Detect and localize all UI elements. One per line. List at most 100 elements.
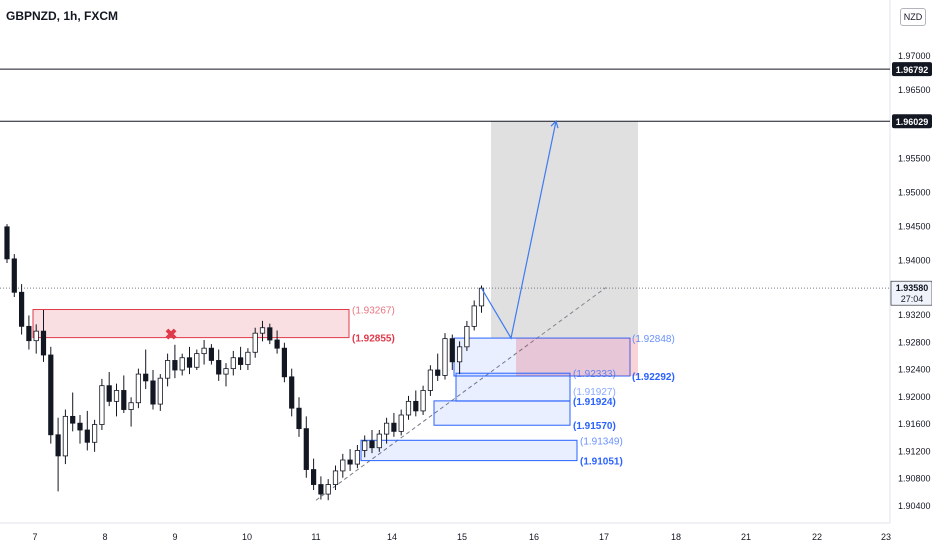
candle-body <box>420 390 426 412</box>
candle-body <box>332 470 339 485</box>
price-tick-label: 1.90400 <box>898 501 931 511</box>
invalidated-x-marker: ✖ <box>165 327 178 344</box>
candle-body <box>252 332 258 353</box>
blue-zone-2-overlap-label: (1.91927) <box>573 387 616 398</box>
blue-zone-2-lower-label: (1.91924) <box>573 397 616 408</box>
time-tick-label: 10 <box>242 532 252 542</box>
candle-body <box>398 414 404 432</box>
price-tick-label: 1.90800 <box>898 474 931 484</box>
candle-body <box>201 347 207 355</box>
time-tick-label: 17 <box>599 532 609 542</box>
candle-body <box>354 450 361 465</box>
currency-badge[interactable]: NZD <box>900 8 926 26</box>
candle-body <box>33 330 39 342</box>
candle-body <box>186 357 193 368</box>
candle-body <box>376 433 382 449</box>
candle-body <box>92 424 98 443</box>
candle-body <box>157 377 163 405</box>
candle-body <box>62 415 69 457</box>
time-tick-label: 14 <box>387 532 397 542</box>
candle-body <box>391 422 397 432</box>
candle-body <box>237 357 244 365</box>
candle-body <box>143 373 149 382</box>
candle-body <box>296 407 302 430</box>
time-tick-label: 9 <box>172 532 177 542</box>
time-tick-label: 23 <box>881 532 891 542</box>
time-tick-label: 8 <box>102 532 107 542</box>
candle-body <box>208 347 214 361</box>
candle-body <box>150 380 156 405</box>
price-tick-label: 1.95500 <box>898 153 931 163</box>
candles-group <box>4 224 485 501</box>
price-tick-label: 1.91600 <box>898 419 931 429</box>
price-tick-label: 1.94000 <box>898 256 931 266</box>
candle-body <box>77 422 83 431</box>
candle-body <box>48 354 54 436</box>
price-tick-label: 1.95000 <box>898 187 931 197</box>
price-tick-label: 1.92000 <box>898 392 931 402</box>
candle-body <box>405 400 412 416</box>
red-zone-lower-label: (1.92855) <box>352 334 395 345</box>
blue-zone-4 <box>360 439 578 462</box>
candle-body <box>194 353 200 368</box>
candle-body <box>179 357 185 371</box>
current-price-countdown: 27:04 <box>901 294 924 304</box>
candle-body <box>40 330 47 356</box>
blue-zone-2-upper-label: (1.92333) <box>573 369 616 380</box>
candle-body <box>70 415 76 424</box>
horizontal-line-2-label: 1.96029 <box>896 117 929 127</box>
candle-body <box>223 368 229 375</box>
time-tick-label: 15 <box>457 532 467 542</box>
candle-body <box>26 325 32 342</box>
price-tick-label: 1.94500 <box>898 221 931 231</box>
candle-body <box>172 360 178 371</box>
price-tick-label: 1.91200 <box>898 446 931 456</box>
current-price-tag <box>890 280 932 306</box>
horizontal-line-2-tag <box>892 114 932 129</box>
projection-arrowhead <box>550 120 559 129</box>
candle-body <box>325 484 331 495</box>
trendline <box>315 287 607 501</box>
price-tick-label: 1.93200 <box>898 310 931 320</box>
time-tick-label: 11 <box>311 532 320 542</box>
horizontal-line-1-label: 1.96792 <box>896 65 929 75</box>
candle-body <box>471 305 477 327</box>
candle-body <box>84 429 90 443</box>
candle-body <box>435 369 441 376</box>
candle-body <box>18 291 25 327</box>
price-tick-label: 1.96500 <box>898 85 931 95</box>
candle-body <box>369 440 375 449</box>
candle-body <box>318 484 324 495</box>
candle-body <box>55 434 61 457</box>
candle-body <box>442 338 448 376</box>
candle-body <box>340 459 346 472</box>
candle-body <box>4 226 10 260</box>
candle-body <box>303 428 309 470</box>
candle-body <box>99 385 105 425</box>
time-tick-label: 21 <box>741 532 751 542</box>
time-tick-label: 16 <box>529 532 539 542</box>
projection-path <box>480 121 557 340</box>
candle-body <box>230 357 236 370</box>
candle-body <box>281 347 288 378</box>
red-zone <box>32 309 350 339</box>
red-zone-upper-label: (1.93267) <box>352 306 395 317</box>
candle-body <box>310 469 317 485</box>
target-box <box>491 121 638 339</box>
candle-body <box>128 402 134 410</box>
candle-body <box>216 360 222 375</box>
price-tick-label: 1.97000 <box>898 51 931 61</box>
entry-highlight <box>516 338 638 376</box>
blue-zone-1-lower-label: (1.92292) <box>632 372 675 383</box>
blue-zone-3-lower-label: (1.91570) <box>573 421 616 432</box>
blue-zone-1-upper-label: (1.92848) <box>632 334 675 345</box>
time-tick-label: 22 <box>812 532 822 542</box>
candle-body <box>113 390 120 402</box>
candle-body <box>259 327 266 334</box>
time-tick-label: 7 <box>32 532 37 542</box>
time-tick-label: 18 <box>671 532 681 542</box>
candle-body <box>413 400 419 412</box>
